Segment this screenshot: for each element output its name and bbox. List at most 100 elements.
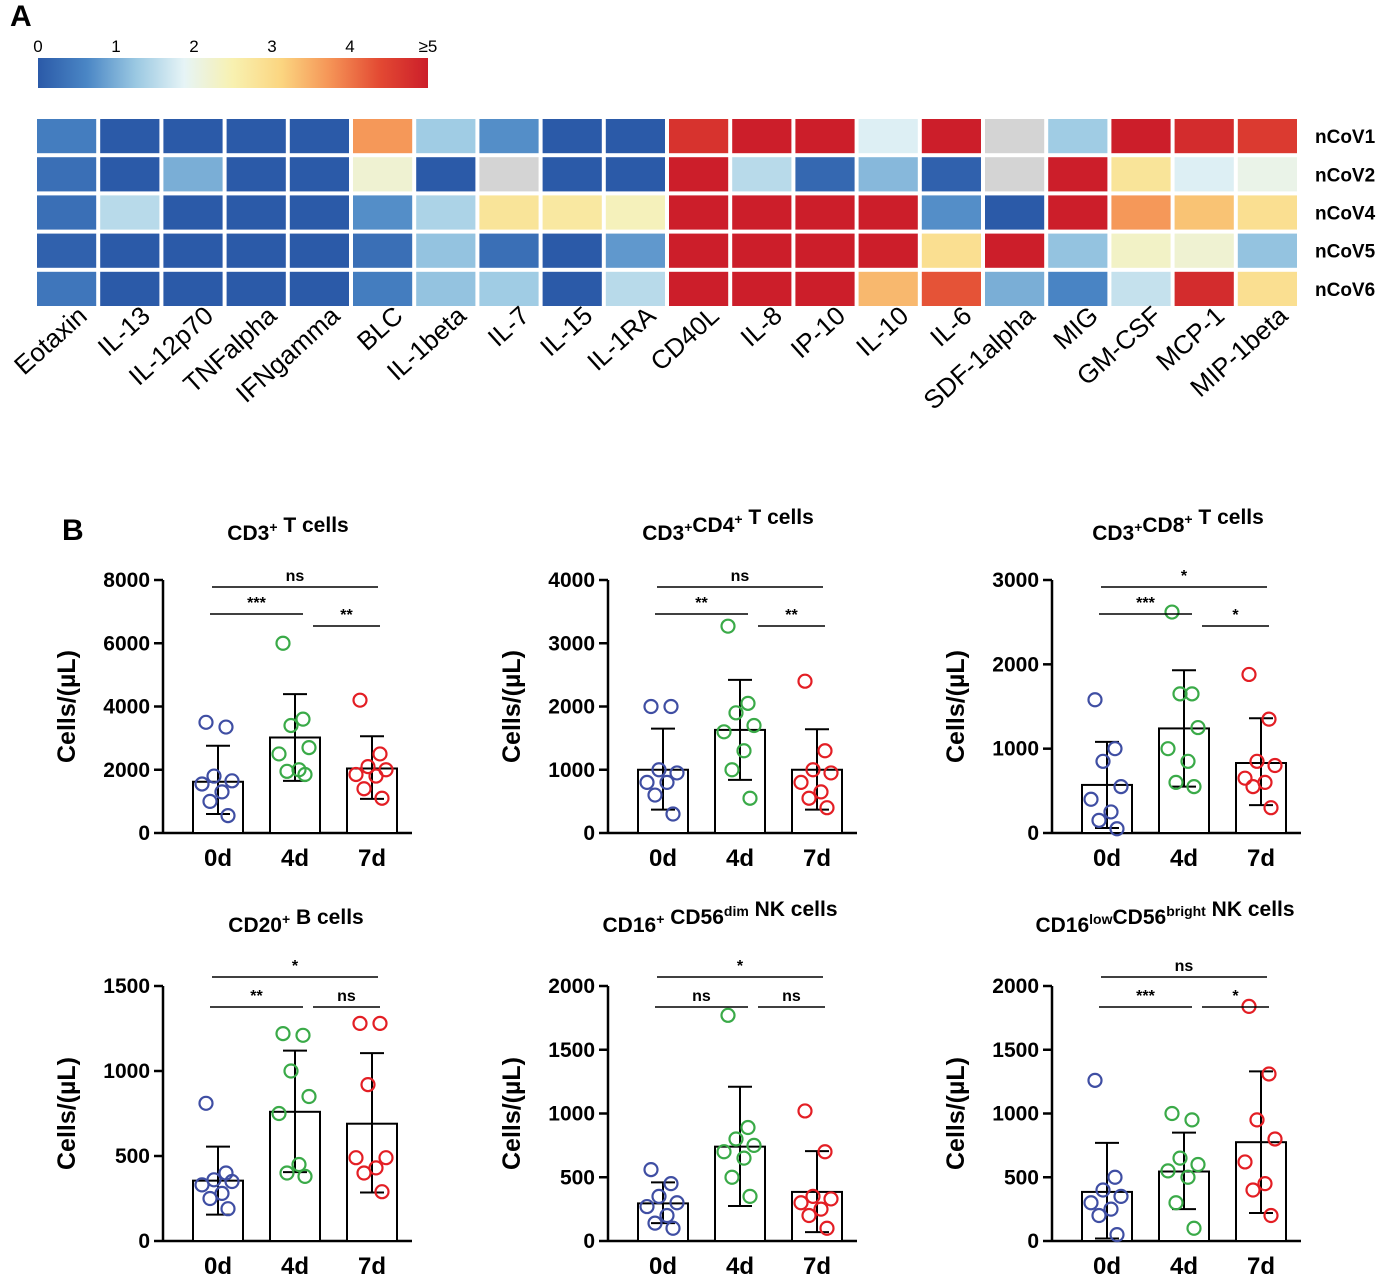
heatmap-cell xyxy=(1237,119,1297,154)
chart-title-superscript: + xyxy=(1134,519,1142,535)
significance-label: * xyxy=(1181,568,1188,585)
heatmap-cell xyxy=(795,233,855,268)
data-point xyxy=(1261,711,1277,727)
significance-label: ns xyxy=(337,988,356,1005)
data-point xyxy=(297,766,313,783)
heatmap-cell xyxy=(289,195,349,230)
heatmap-cell xyxy=(479,195,539,230)
x-tick-label: 4d xyxy=(281,1253,309,1277)
y-tick-label: 2000 xyxy=(548,696,595,719)
heatmap-cell xyxy=(353,271,413,306)
significance-label: ns xyxy=(286,568,305,585)
data-point xyxy=(819,800,835,816)
heatmap-cell xyxy=(858,233,918,268)
data-point xyxy=(728,705,744,721)
heatmap-cell xyxy=(37,271,97,306)
data-point xyxy=(651,762,667,778)
data-point xyxy=(1241,666,1257,683)
heatmap-column-label: IL-6 xyxy=(924,300,977,352)
data-point xyxy=(746,1137,762,1153)
chart-title-text: CD3 xyxy=(227,522,269,545)
y-tick-label: 500 xyxy=(115,1145,150,1168)
data-point xyxy=(368,768,384,784)
data-point xyxy=(1087,692,1103,708)
data-point xyxy=(1083,791,1099,807)
x-tick-label: 0d xyxy=(1093,1253,1121,1277)
chart-title: CD16+ CD56dim NK cells xyxy=(602,898,837,937)
heatmap-cell xyxy=(542,233,602,268)
data-point xyxy=(1168,774,1184,791)
data-point xyxy=(793,774,809,791)
heatmap-cell xyxy=(858,271,918,306)
data-point xyxy=(279,1165,295,1181)
heatmap-cell xyxy=(1111,195,1171,230)
heatmap-cell xyxy=(100,271,160,306)
data-point xyxy=(275,635,291,651)
data-point xyxy=(1261,1066,1277,1082)
y-tick-label: 1000 xyxy=(992,1103,1039,1126)
x-tick-label: 7d xyxy=(1247,845,1275,872)
heatmap-cell xyxy=(37,157,97,192)
data-point xyxy=(728,1131,744,1147)
data-point xyxy=(643,698,659,715)
y-tick-label: 8000 xyxy=(103,569,150,592)
heatmap-cell xyxy=(1174,195,1234,230)
heatmap-cell xyxy=(605,195,665,230)
data-point xyxy=(372,1015,388,1032)
heatmap-cell xyxy=(289,233,349,268)
heatmap-cell xyxy=(289,157,349,192)
data-point xyxy=(1103,1201,1119,1217)
data-point xyxy=(1190,1156,1206,1173)
heatmap-cell xyxy=(921,157,981,192)
heatmap-row-label: nCoV1 xyxy=(1315,127,1376,148)
heatmap-column-label: Eotaxin xyxy=(8,300,93,380)
x-tick-label: 0d xyxy=(1093,845,1121,872)
heatmap-cell xyxy=(416,233,476,268)
x-tick-label: 0d xyxy=(204,1253,232,1277)
data-point xyxy=(202,793,218,809)
data-point xyxy=(742,790,758,806)
chart-title-text: NK cells xyxy=(1206,898,1295,921)
data-point xyxy=(206,768,222,784)
heatmap-cell xyxy=(795,157,855,192)
chart-title-superscript: + xyxy=(684,519,692,535)
chart-title: CD3+CD8+ T cells xyxy=(1092,506,1264,545)
chart-title: CD20+ B cells xyxy=(228,906,363,937)
data-point xyxy=(1107,1169,1123,1185)
heatmap-cell xyxy=(921,119,981,154)
heatmap-cell xyxy=(37,233,97,268)
heatmap-cell xyxy=(163,119,223,154)
heatmap-cell xyxy=(100,119,160,154)
data-point xyxy=(746,717,762,734)
data-point xyxy=(1263,800,1279,816)
data-point xyxy=(665,1220,681,1236)
data-point xyxy=(1160,1163,1176,1179)
significance-label: ** xyxy=(785,607,798,624)
chart-title: CD16lowCD56bright NK cells xyxy=(1035,898,1294,937)
chart-title-superscript: low xyxy=(1089,911,1112,927)
heatmap-cell xyxy=(226,195,286,230)
heatmap-cell xyxy=(100,195,160,230)
significance-label: ns xyxy=(782,988,801,1005)
heatmap-column-label: CD40L xyxy=(644,300,724,376)
data-point xyxy=(1237,1154,1253,1170)
significance-label: ** xyxy=(340,607,353,624)
data-point xyxy=(1103,804,1119,820)
data-point xyxy=(224,773,240,789)
x-tick-label: 7d xyxy=(358,845,386,872)
y-axis-label: Cells/(µL) xyxy=(53,1057,81,1170)
data-point xyxy=(194,776,210,792)
data-point xyxy=(805,762,821,778)
bar-chart: CD20+ B cells 0 500 1000 1500 Cells/(µL) 0d 4d 7… xyxy=(53,906,412,1277)
y-tick-label: 1500 xyxy=(548,1039,595,1062)
chart-title-text: CD4 xyxy=(692,514,734,537)
data-point xyxy=(1180,1169,1196,1185)
colorbar-tick-label: ≥5 xyxy=(419,37,438,56)
heatmap-cell xyxy=(985,195,1045,230)
y-tick-label: 1000 xyxy=(992,738,1039,761)
data-point xyxy=(1172,686,1188,702)
data-point xyxy=(224,1173,240,1190)
data-point xyxy=(1249,753,1265,769)
data-point xyxy=(1164,604,1180,620)
